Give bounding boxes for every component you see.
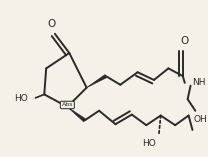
Polygon shape (67, 107, 86, 122)
Text: HO: HO (14, 94, 28, 103)
Text: O: O (181, 36, 189, 46)
Polygon shape (87, 75, 107, 88)
Text: OH: OH (193, 115, 207, 124)
Text: NH: NH (192, 78, 206, 87)
Text: Abs: Abs (62, 103, 73, 107)
Text: HO: HO (142, 139, 156, 148)
Text: O: O (47, 19, 55, 29)
